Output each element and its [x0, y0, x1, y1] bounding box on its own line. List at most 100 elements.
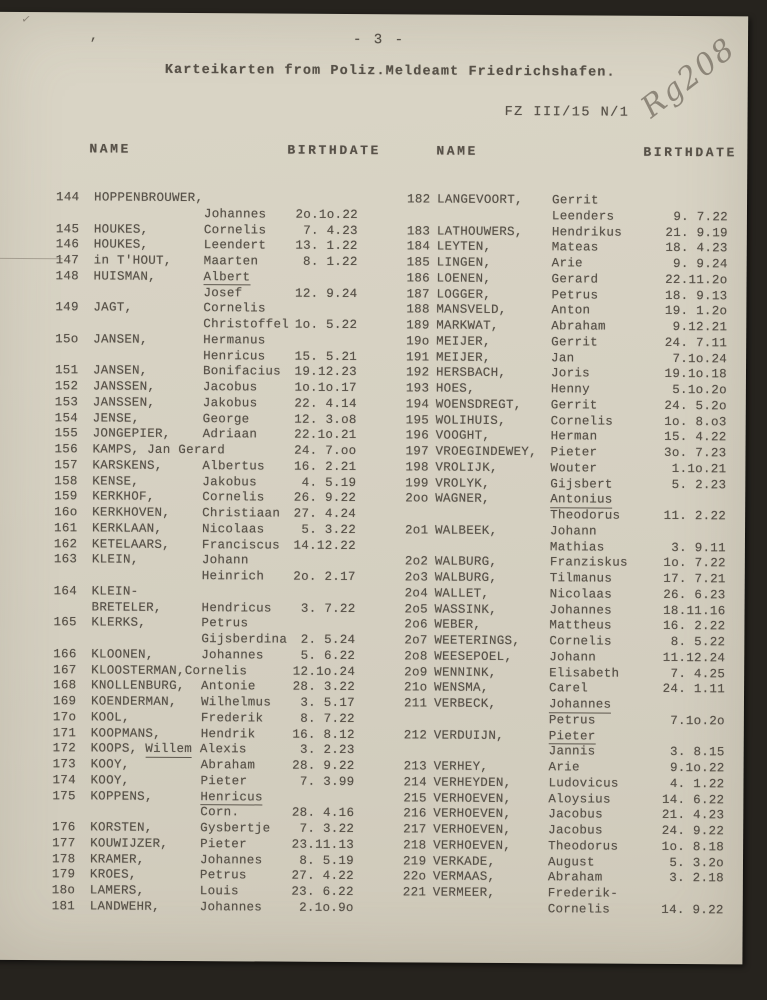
entry-number: 163: [53, 552, 78, 567]
register-line: 159 KERKHOF, Cornelis 26. 9.22: [54, 489, 356, 507]
register-line: 158 KENSE, Jakobus 4. 5.19: [54, 474, 356, 492]
entry-birthdate: [291, 617, 355, 633]
entry-givenname: Mattheus: [549, 618, 612, 633]
entry-birthdate: 5. 3.22: [301, 522, 357, 537]
entry-surname: MEIJER,: [436, 334, 491, 349]
entry-givenname: Josef: [203, 285, 243, 300]
entry-surname: [434, 712, 549, 729]
handwritten-annotation: Rg208: [634, 30, 743, 126]
underlined-name: Willem: [145, 742, 193, 758]
entry-birthdate: 5. 6.22: [300, 648, 356, 663]
register-line: Theodorus 11. 2.22: [405, 507, 726, 525]
entry-number: 184: [406, 239, 431, 254]
entry-givenname: Cornelis: [549, 634, 612, 649]
entry-surname: KNOLLENBURG,: [91, 678, 185, 694]
entry-givenname: Albert: [203, 269, 294, 286]
entry-number: 2o6: [404, 617, 428, 632]
register-line: 145 HOUKES, Cornelis 7. 4.23: [56, 222, 358, 240]
register-line: Christoffel 1o. 5.22: [55, 316, 357, 334]
entry-surname: HOUKES,: [93, 221, 149, 237]
entry-surname: JONGEPIER,: [92, 426, 171, 442]
entry-surname: LANGEVOORT,: [437, 192, 523, 208]
entry-birthdate: 12.1o.24: [292, 664, 356, 679]
underlined-name: Antonius: [550, 492, 613, 509]
register-line: 195 WOLIHUIS, Cornelis 1o. 8.o3: [406, 413, 727, 431]
entry-birthdate: 9.12.21: [672, 319, 728, 335]
entry-birthdate: 3. 8.15: [670, 745, 725, 760]
entry-birthdate: [659, 698, 725, 714]
entry-birthdate: 17. 7.21: [663, 571, 726, 587]
entry-birthdate: 5. 3.2o: [669, 855, 725, 870]
entry-birthdate: 19.1o.18: [664, 367, 728, 382]
entry-number: 177: [52, 835, 76, 851]
entry-surname: LOGGER,: [436, 287, 492, 302]
entry-birthdate: 2o. 2.17: [293, 569, 356, 585]
entry-number: [405, 507, 435, 523]
entry-birthdate: 3. 5.17: [300, 695, 356, 711]
entry-number: 22o: [402, 869, 427, 884]
register-line: Johannes 2o.1o.22: [56, 206, 358, 224]
entry-surname: WENSMA,: [434, 680, 489, 696]
entry-givenname: Abraham: [551, 319, 606, 334]
entry-surname: in T'HOUT,: [93, 253, 172, 268]
entry-birthdate: 27. 4.22: [291, 868, 354, 884]
entry-surname: WASSINK,: [434, 602, 498, 617]
underlined-name: Henricus: [200, 789, 263, 806]
register-line: 168 KNOLLENBURG, Antonie 28. 3.22: [53, 678, 355, 696]
entry-givenname: Hendrikus: [551, 224, 623, 240]
entry-number: 218: [403, 838, 427, 853]
entry-givenname: [204, 191, 294, 207]
entry-number: [55, 316, 93, 332]
entry-surname: MANSVELD,: [436, 302, 507, 318]
entry-surname: KOOL,: [90, 710, 130, 725]
entry-surname: KLERKS,: [91, 615, 147, 631]
entry-birthdate: 12. 3.o8: [294, 412, 357, 427]
entry-surname: HOUKES,: [93, 237, 149, 253]
entry-number: 192: [405, 365, 430, 380]
register-line: 18o LAMERS, Louis 23. 6.22: [52, 883, 354, 901]
entry-givenname: August: [547, 854, 595, 870]
entry-surname: WENNINK,: [434, 665, 497, 680]
entry-number: 21o: [404, 680, 428, 695]
entry-birthdate: 24. 5.2o: [664, 398, 727, 414]
entry-surname: JANSSEN,: [92, 379, 156, 394]
entry-givenname: Theodorus: [548, 838, 619, 854]
entry-givenname: Abraham: [547, 870, 603, 885]
register-line: 174 KOOY, Pieter 7. 3.99: [52, 773, 354, 791]
entry-birthdate: 16. 2.22: [662, 619, 726, 634]
entry-birthdate: 1.1o.21: [671, 461, 727, 477]
entry-surname: KERKHOVEN,: [92, 505, 171, 520]
document-title: Karteikarten from Poliz.Meldeamt Friedri…: [164, 62, 616, 81]
entry-number: 216: [403, 806, 427, 821]
entry-number: 179: [51, 867, 76, 882]
entry-surname: KARSKENS,: [92, 458, 163, 473]
entry-givenname: Johann: [201, 553, 249, 568]
pencil-tick-mark: ✓: [21, 11, 32, 28]
entry-surname: KENSE,: [92, 473, 140, 489]
entry-givenname: Nicolaas: [549, 586, 613, 602]
entry-number: 217: [403, 822, 427, 837]
entry-number: [403, 901, 433, 917]
entry-number: 164: [53, 583, 78, 599]
entry-number: 165: [53, 615, 77, 630]
entry-number: 169: [52, 694, 77, 709]
entry-givenname: Pieter: [200, 773, 248, 789]
entry-surname: VERMAAS,: [432, 869, 496, 885]
entry-givenname: Gysbertje: [200, 821, 271, 836]
entry-surname: WEETERINGS,: [434, 633, 521, 649]
entry-givenname: Anton: [551, 303, 591, 318]
entry-number: 155: [54, 426, 79, 441]
register-line: 175 KOPPENS, Henricus: [52, 789, 354, 807]
entry-surname: KERKLAAN,: [91, 521, 163, 536]
entry-surname: [93, 348, 203, 365]
entry-birthdate: 7. 3.99: [299, 774, 355, 789]
entry-surname: [91, 631, 201, 648]
entry-number: 2o4: [404, 586, 429, 601]
entry-surname: JANSSEN,: [92, 395, 156, 410]
entry-surname: LEYTEN,: [436, 239, 492, 255]
entry-birthdate: 23.11.13: [291, 837, 355, 852]
entry-number: 185: [406, 255, 431, 270]
entry-number: 187: [406, 286, 430, 301]
entry-number: [405, 539, 435, 555]
entry-birthdate: 24. 7.11: [664, 335, 728, 351]
